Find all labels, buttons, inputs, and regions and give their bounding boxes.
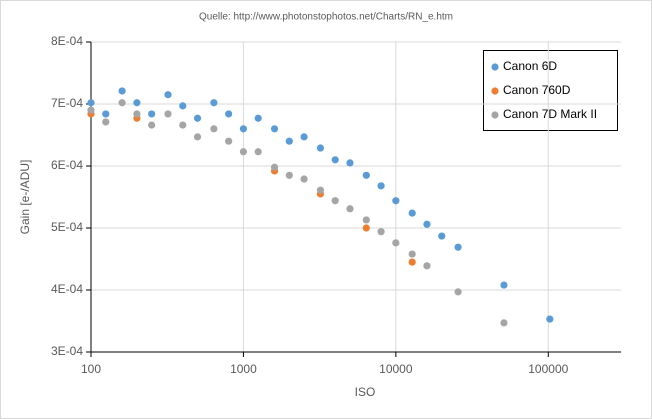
x-tick-label: 100000 [528, 362, 568, 376]
point [102, 118, 110, 126]
point [133, 99, 141, 107]
point [148, 110, 156, 118]
point [500, 319, 508, 327]
point [438, 232, 446, 240]
point [285, 137, 293, 145]
point [408, 258, 416, 266]
point [392, 197, 400, 205]
y-tick-label: 5E-04 [51, 220, 83, 234]
point [408, 209, 416, 217]
point [225, 137, 233, 145]
point [500, 281, 508, 289]
y-tick-label: 6E-04 [51, 158, 83, 172]
point [87, 106, 95, 114]
y-axis-label: Gain [e-/ADU] [18, 160, 32, 235]
chart-title: Quelle: http://www.photonstophotos.net/C… [199, 12, 453, 23]
point [346, 159, 354, 167]
point [87, 99, 95, 107]
point [254, 114, 262, 122]
legend-label: Canon 6D [503, 59, 557, 73]
point [118, 87, 126, 95]
y-tick-label: 4E-04 [51, 282, 83, 296]
x-tick-label: 1000 [230, 362, 257, 376]
point [254, 148, 262, 156]
point [454, 288, 462, 296]
point [285, 171, 293, 179]
point [164, 110, 172, 118]
point [225, 110, 233, 118]
legend-marker [491, 111, 499, 119]
point [210, 99, 218, 107]
point [316, 186, 325, 194]
point [102, 110, 110, 118]
point [423, 262, 431, 270]
point [546, 315, 554, 323]
point [316, 144, 325, 152]
point [270, 125, 279, 133]
point [179, 121, 187, 129]
legend-label: Canon 760D [503, 83, 571, 97]
point [331, 197, 339, 205]
point [193, 133, 202, 141]
point [239, 148, 248, 156]
point [423, 220, 431, 228]
y-tick-label: 3E-04 [51, 344, 83, 358]
point [331, 156, 339, 164]
point [377, 228, 385, 236]
point [377, 182, 385, 190]
legend-marker [491, 87, 499, 95]
point [179, 102, 187, 110]
point [148, 121, 156, 129]
point [239, 125, 248, 133]
legend-box [483, 50, 618, 131]
point [454, 243, 462, 251]
point [133, 110, 141, 118]
point [392, 239, 400, 247]
y-tick-label: 8E-04 [51, 34, 83, 48]
point [164, 91, 172, 99]
x-tick-label: 100 [81, 362, 101, 376]
point [210, 125, 218, 133]
point [362, 216, 370, 224]
point [300, 175, 308, 183]
legend-marker [491, 63, 499, 71]
legend-label: Canon 7D Mark II [503, 107, 597, 121]
point [300, 133, 308, 141]
y-tick-label: 7E-04 [51, 96, 83, 110]
point [270, 163, 279, 171]
point [408, 250, 416, 258]
point [346, 205, 354, 213]
point [362, 171, 370, 179]
x-axis-label: ISO [355, 385, 376, 399]
x-tick-label: 10000 [379, 362, 413, 376]
point [118, 99, 126, 107]
point [193, 114, 202, 122]
point [362, 224, 370, 232]
